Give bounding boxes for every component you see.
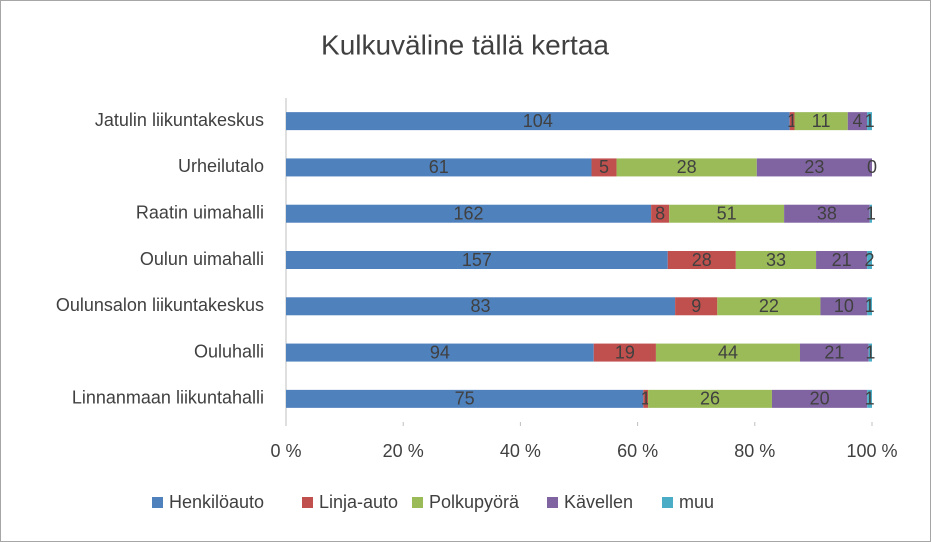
bar-segment (648, 389, 772, 408)
data-label: 157 (462, 250, 492, 270)
chart-title: Kulkuväline tällä kertaa (321, 29, 609, 60)
x-tick-label: 0 % (270, 441, 301, 461)
bar-segment (286, 251, 668, 269)
y-tick-label: Raatin uimahalli (136, 202, 264, 222)
data-label: 0 (867, 157, 877, 177)
data-label: 162 (454, 203, 484, 223)
data-label: 26 (700, 389, 720, 409)
bar-segment (616, 158, 757, 177)
data-label: 51 (717, 203, 737, 223)
bar-segment (651, 204, 670, 223)
data-label: 2 (865, 250, 875, 270)
bar-segment (286, 297, 676, 316)
data-label: 104 (523, 111, 553, 131)
bar-segment (286, 158, 592, 177)
data-label: 10 (834, 296, 854, 316)
bar-segment (784, 204, 870, 223)
bar-segment (717, 297, 821, 316)
x-tick-label: 80 % (734, 441, 775, 461)
x-tick-label: 100 % (846, 441, 897, 461)
bar-segment (286, 343, 594, 362)
data-label: 21 (832, 250, 852, 270)
data-label: 22 (759, 296, 779, 316)
bar-segment (867, 112, 872, 131)
data-label: 20 (810, 389, 830, 409)
y-tick-label: Oulunsalon liikuntakeskus (56, 295, 264, 315)
x-tick-label: 20 % (383, 441, 424, 461)
data-label: 83 (471, 296, 491, 316)
bar-segment (286, 204, 652, 223)
data-label: 19 (615, 342, 635, 362)
legend-swatch (662, 497, 673, 508)
data-label: 33 (766, 250, 786, 270)
bar-segment (591, 158, 617, 177)
y-tick-label: Urheilutalo (178, 156, 264, 176)
data-label: 1 (866, 203, 876, 223)
y-tick-label: Oulun uimahalli (140, 249, 264, 269)
bar-segment (756, 158, 872, 177)
data-label: 1 (787, 111, 797, 131)
data-label: 1 (865, 111, 875, 131)
legend-label: Henkilöauto (169, 492, 264, 512)
legend-label: Polkupyörä (429, 492, 520, 512)
bar-segment (799, 343, 869, 362)
legend-swatch (302, 497, 313, 508)
data-label: 38 (817, 203, 837, 223)
bar-segment (286, 112, 790, 131)
bar-segment (789, 112, 795, 131)
y-tick-label: Ouluhalli (194, 341, 264, 361)
bar-segment (593, 343, 656, 362)
legend-swatch (412, 497, 423, 508)
data-label: 1 (865, 342, 875, 362)
bar-segment (675, 297, 718, 316)
bar-segment (643, 389, 649, 408)
legend-swatch (547, 497, 558, 508)
data-label: 1 (865, 296, 875, 316)
bar-segment (869, 204, 872, 223)
data-label: 94 (430, 342, 450, 362)
x-tick-label: 60 % (617, 441, 658, 461)
data-label: 1 (865, 389, 875, 409)
data-label: 4 (852, 111, 862, 131)
bar-segment (771, 389, 868, 408)
data-label: 28 (692, 250, 712, 270)
data-label: 5 (599, 157, 609, 177)
legend-label: Kävellen (564, 492, 633, 512)
y-tick-label: Linnanmaan liikuntahalli (72, 388, 264, 408)
bar-segment (867, 251, 872, 269)
y-tick-label: Jatulin liikuntakeskus (95, 110, 264, 130)
legend-swatch (152, 497, 163, 508)
bar-segment (868, 343, 872, 362)
bar-segment (794, 112, 848, 131)
bar-segment (735, 251, 817, 269)
x-tick-label: 40 % (500, 441, 541, 461)
data-label: 9 (691, 296, 701, 316)
data-label: 1 (641, 389, 651, 409)
bar-segment (816, 251, 868, 269)
data-label: 11 (812, 111, 831, 131)
bar-segment (867, 389, 872, 408)
data-label: 8 (655, 203, 665, 223)
data-label: 23 (804, 157, 824, 177)
bar-segment (820, 297, 868, 316)
data-label: 21 (824, 342, 844, 362)
data-label: 28 (677, 157, 697, 177)
bar-segment (286, 389, 644, 408)
bar-segment (867, 297, 872, 316)
data-label: 75 (455, 389, 475, 409)
bar-segment (847, 112, 868, 131)
data-label: 44 (718, 342, 738, 362)
bar-segment (669, 204, 785, 223)
bar-segment (667, 251, 736, 269)
bar-segment (655, 343, 800, 362)
legend-label: Linja-auto (319, 492, 398, 512)
legend-label: muu (679, 492, 714, 512)
data-label: 61 (429, 157, 449, 177)
